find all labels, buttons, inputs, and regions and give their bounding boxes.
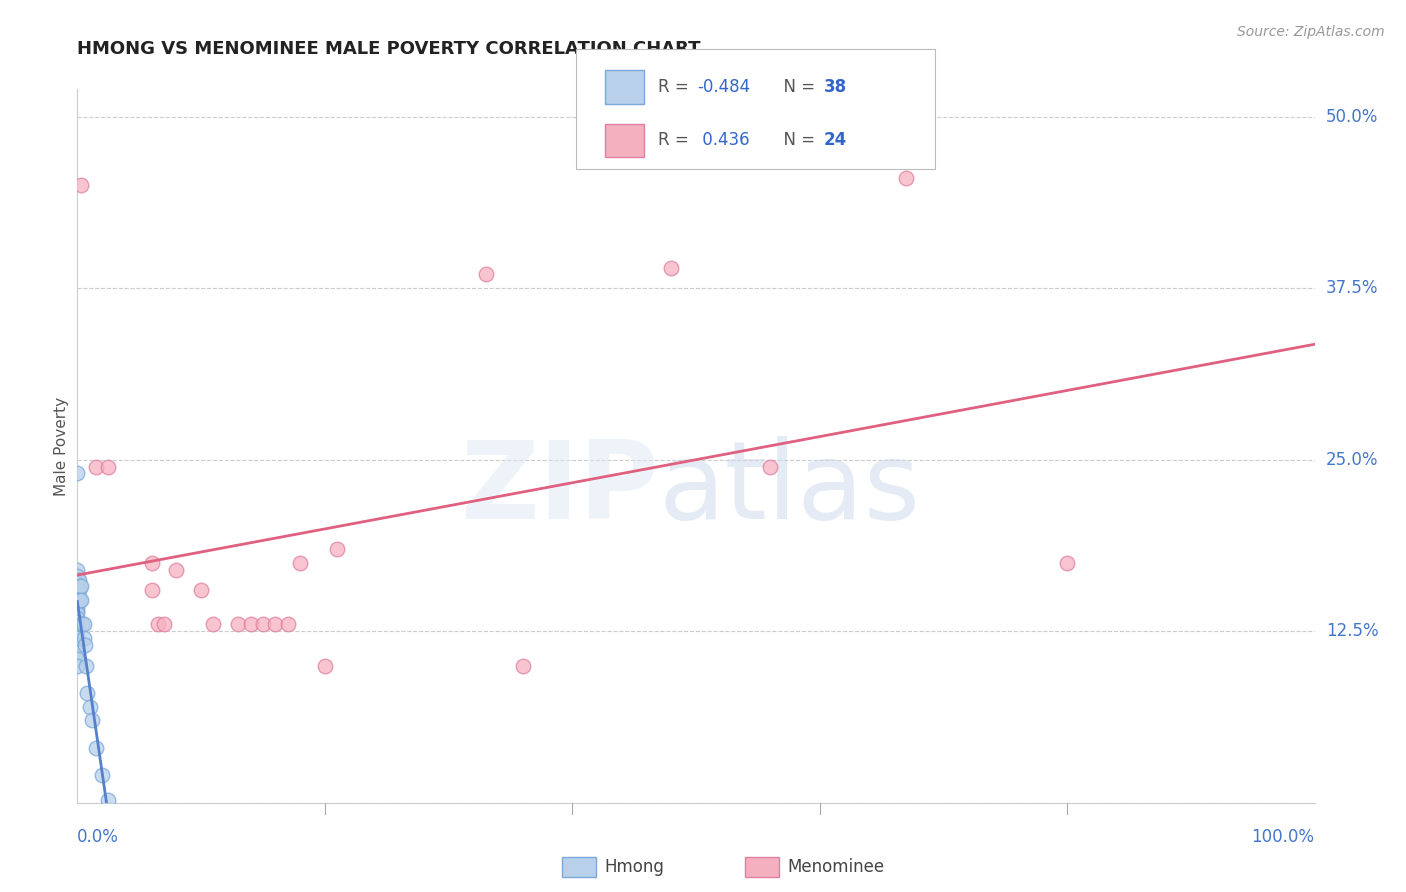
Point: [190, 583, 212, 598]
Point: [66, 607, 89, 621]
Text: Source: ZipAtlas.com: Source: ZipAtlas.com: [1237, 25, 1385, 39]
Point: [66, 467, 89, 481]
Point: [252, 617, 274, 632]
Text: Hmong: Hmong: [605, 858, 665, 876]
Point: [97, 459, 120, 474]
Point: [66, 592, 89, 607]
Point: [97, 793, 120, 807]
Point: [66, 604, 89, 618]
Text: 25.0%: 25.0%: [1326, 450, 1378, 468]
Text: ZIP: ZIP: [460, 436, 659, 541]
Point: [239, 617, 262, 632]
Point: [91, 768, 114, 782]
Point: [288, 556, 311, 570]
Point: [314, 658, 336, 673]
Point: [76, 686, 98, 700]
Point: [72, 631, 94, 645]
Point: [66, 590, 89, 604]
Point: [72, 617, 94, 632]
Point: [73, 638, 96, 652]
Text: 38: 38: [824, 78, 846, 96]
Text: N =: N =: [773, 131, 821, 150]
Point: [67, 574, 90, 588]
Text: 50.0%: 50.0%: [1326, 108, 1378, 126]
Point: [896, 171, 918, 186]
Point: [70, 579, 93, 593]
Text: N =: N =: [773, 78, 821, 96]
Point: [66, 624, 89, 639]
Point: [66, 597, 89, 611]
Text: 0.436: 0.436: [697, 131, 749, 150]
Point: [79, 699, 101, 714]
Point: [326, 541, 349, 556]
Point: [69, 579, 91, 593]
Point: [277, 617, 299, 632]
Point: [67, 583, 90, 598]
Y-axis label: Male Poverty: Male Poverty: [53, 396, 69, 496]
Point: [66, 658, 89, 673]
Text: 0.0%: 0.0%: [77, 828, 120, 846]
Point: [66, 562, 89, 576]
Point: [82, 714, 104, 728]
Point: [264, 617, 287, 632]
Point: [75, 658, 97, 673]
Point: [66, 569, 89, 583]
Point: [146, 617, 169, 632]
Point: [66, 620, 89, 634]
Text: 12.5%: 12.5%: [1326, 623, 1378, 640]
Point: [141, 556, 163, 570]
Point: [759, 459, 782, 474]
Point: [70, 178, 93, 193]
Point: [141, 583, 163, 598]
Point: [69, 592, 91, 607]
Point: [66, 651, 89, 665]
Point: [66, 615, 89, 629]
Point: [66, 599, 89, 614]
Point: [202, 617, 225, 632]
Text: Menominee: Menominee: [787, 858, 884, 876]
Point: [1056, 556, 1078, 570]
Text: HMONG VS MENOMINEE MALE POVERTY CORRELATION CHART: HMONG VS MENOMINEE MALE POVERTY CORRELAT…: [77, 40, 700, 58]
Point: [66, 645, 89, 659]
Point: [474, 268, 496, 282]
Point: [165, 562, 187, 576]
Point: [66, 610, 89, 624]
Point: [66, 631, 89, 645]
Text: R =: R =: [658, 131, 695, 150]
Point: [70, 592, 93, 607]
Text: R =: R =: [658, 78, 695, 96]
Text: -0.484: -0.484: [697, 78, 751, 96]
Point: [512, 658, 534, 673]
Point: [226, 617, 249, 632]
Point: [66, 638, 89, 652]
Point: [84, 740, 107, 755]
Text: 24: 24: [824, 131, 848, 150]
Text: 37.5%: 37.5%: [1326, 279, 1378, 297]
Point: [66, 576, 89, 591]
Point: [84, 459, 107, 474]
Point: [153, 617, 176, 632]
Text: 100.0%: 100.0%: [1251, 828, 1315, 846]
Text: atlas: atlas: [659, 436, 921, 541]
Point: [72, 617, 94, 632]
Point: [659, 260, 682, 275]
Point: [67, 592, 90, 607]
Point: [66, 583, 89, 598]
